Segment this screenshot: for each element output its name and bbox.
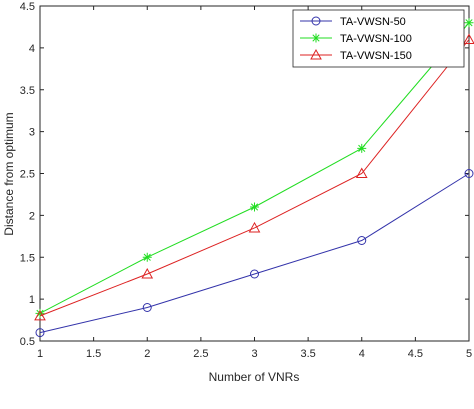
- legend-marker-3: [310, 48, 322, 60]
- data-point-marker: [357, 236, 367, 245]
- y-tick-label: 2: [29, 210, 35, 222]
- y-axis-label: Distance from optimum: [2, 112, 16, 235]
- x-tick-label: 3.5: [300, 348, 315, 360]
- series-group: [34, 18, 474, 338]
- y-tick-label: 1.5: [20, 252, 35, 264]
- y-tick-label: 2.5: [20, 169, 35, 181]
- series-line-1: [39, 173, 470, 334]
- data-point-marker: [34, 309, 46, 321]
- y-tick-label: 3.5: [20, 85, 35, 97]
- y-tick-label: 4: [29, 43, 35, 55]
- x-axis-label: Number of VNRs: [209, 370, 300, 384]
- data-point-marker: [248, 221, 261, 233]
- legend-label-1: TA-VWSN-50: [340, 16, 406, 28]
- data-point-marker: [250, 269, 259, 279]
- x-tick-label: 2: [144, 348, 150, 360]
- x-axis: 1 1.5 2 2.5 3 3.5 4 4.5 5: [37, 6, 472, 360]
- legend-marker-2: [311, 33, 321, 43]
- data-point-marker: [355, 167, 368, 178]
- series-line-3: [39, 39, 470, 317]
- y-axis: 0.5 1 1.5 2 2.5 3 3.5 4 4.5: [20, 1, 469, 348]
- y-tick-label: 0.5: [20, 336, 35, 348]
- data-point-marker: [464, 169, 474, 178]
- data-point-marker: [142, 303, 152, 312]
- data-point-marker: [463, 33, 474, 44]
- y-tick-label: 3: [29, 127, 35, 139]
- legend-label-2: TA-VWSN-100: [340, 33, 412, 45]
- legend-marker-1: [311, 16, 321, 26]
- x-tick-label: 1: [37, 348, 43, 360]
- data-point-marker: [141, 267, 154, 279]
- x-tick-label: 1.5: [86, 348, 101, 360]
- legend: TA-VWSN-50 TA-VWSN-100 TA-VWSN-150: [292, 9, 465, 68]
- x-tick-label: 4.5: [408, 348, 423, 360]
- data-point-marker: [464, 18, 474, 28]
- legend-label-3: TA-VWSN-150: [340, 50, 412, 62]
- x-tick-label: 5: [466, 348, 472, 360]
- data-point-marker: [142, 252, 152, 262]
- y-tick-label: 1: [29, 294, 35, 306]
- data-point-marker: [250, 202, 259, 212]
- data-point-marker: [35, 328, 45, 338]
- x-tick-label: 2.5: [193, 348, 208, 360]
- data-point-marker: [357, 143, 367, 153]
- x-tick-label: 4: [359, 348, 365, 360]
- data-point-marker: [35, 308, 45, 318]
- legend-box: [292, 9, 465, 68]
- x-tick-label: 3: [251, 348, 257, 360]
- y-tick-label: 4.5: [20, 1, 35, 13]
